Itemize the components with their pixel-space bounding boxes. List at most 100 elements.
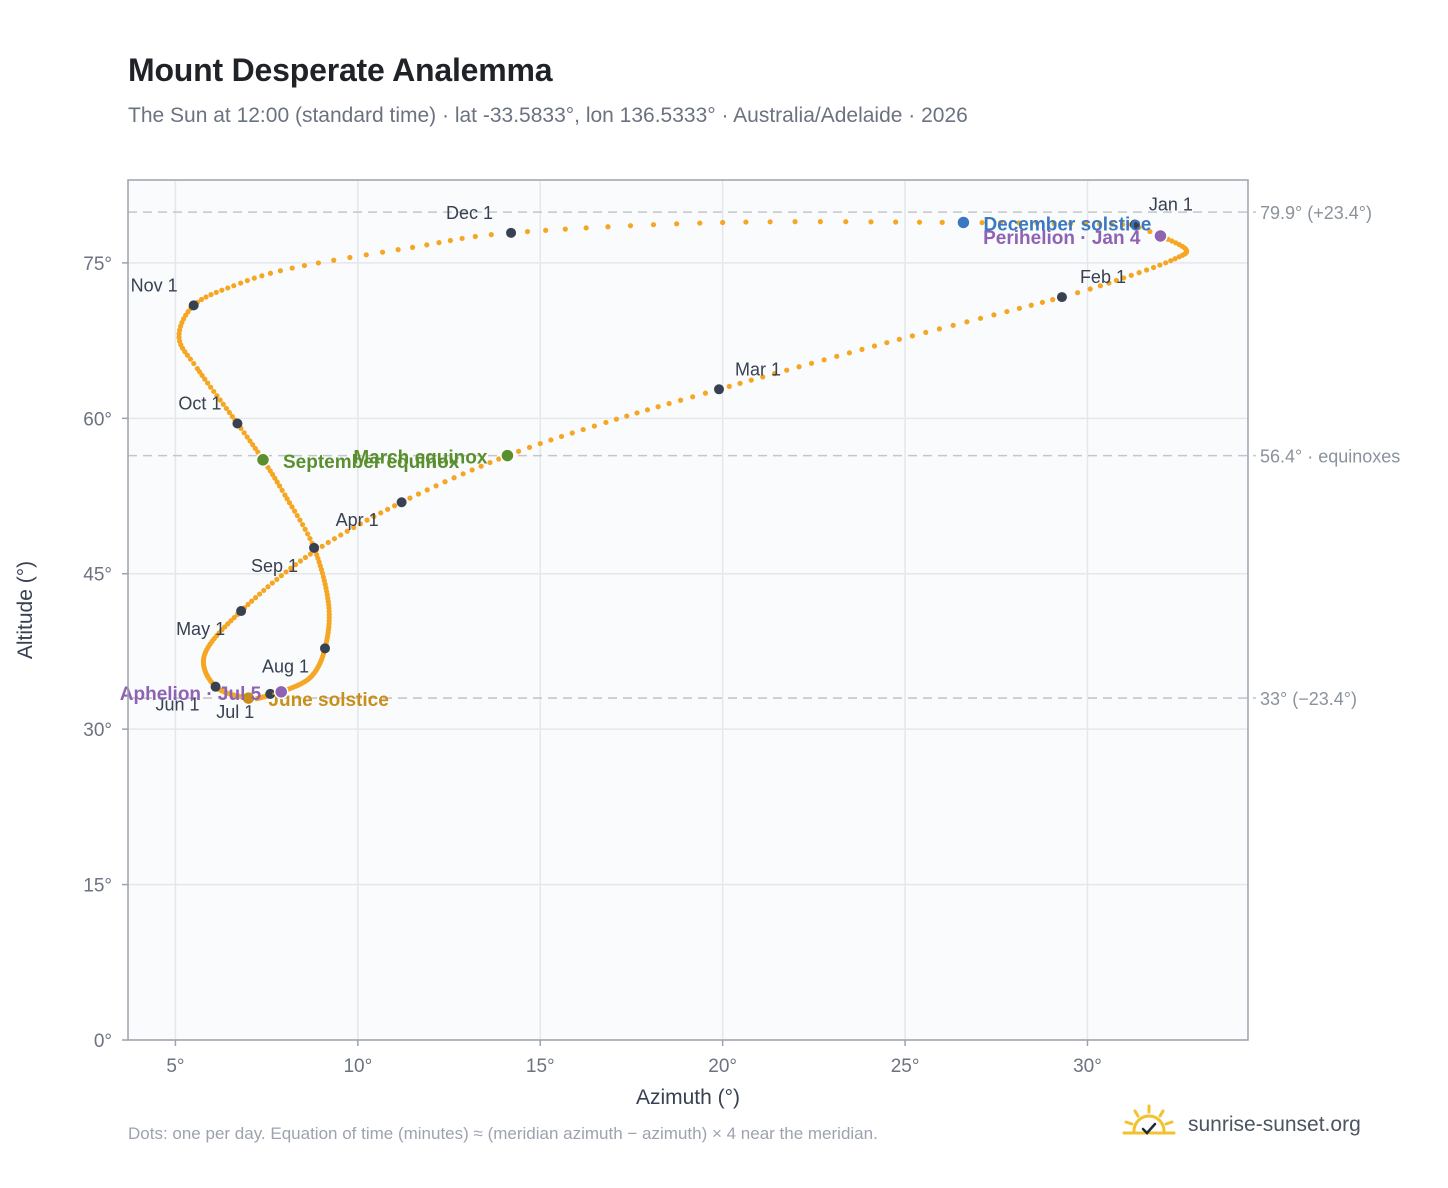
daily-sun-dot (1163, 260, 1169, 266)
x-tick-label: 20° (708, 1056, 737, 1077)
x-tick-label: 30° (1073, 1056, 1102, 1077)
month-marker-dot (1129, 219, 1140, 230)
month-marker-label: May 1 (176, 619, 225, 639)
daily-sun-dot (950, 322, 956, 328)
daily-sun-dot (627, 223, 634, 229)
daily-sun-dot (843, 219, 849, 225)
daily-sun-dot (277, 268, 284, 274)
daily-sun-dot (198, 296, 205, 303)
daily-sun-dot (1168, 258, 1174, 264)
daily-sun-dot (1028, 302, 1034, 308)
chart-subtitle: The Sun at 12:00 (standard time) · lat -… (128, 104, 968, 127)
daily-sun-dot (524, 228, 531, 235)
y-tick-label: 15° (83, 876, 112, 897)
daily-sun-dot (868, 219, 874, 225)
daily-sun-dot (1150, 264, 1157, 271)
daily-sun-dot (737, 380, 743, 386)
month-marker-dot (188, 300, 199, 311)
daily-sun-dot (916, 219, 923, 225)
daily-sun-dot (817, 219, 823, 225)
month-marker-label: Jan 1 (1149, 195, 1193, 215)
daily-sun-dot (884, 340, 890, 346)
daily-sun-dot (936, 326, 943, 332)
daily-sun-dot (1136, 270, 1142, 276)
daily-sun-dot (472, 233, 478, 240)
daily-sun-dot (1128, 272, 1134, 278)
event-marker-label: September equinox (283, 452, 460, 473)
daily-sun-dot (279, 487, 285, 493)
daily-sun-dot (409, 244, 416, 250)
daily-sun-dot (1113, 277, 1119, 284)
daily-sun-dot (250, 442, 256, 448)
event-marker-label: December solstice (983, 214, 1151, 235)
daily-sun-dot (808, 360, 815, 366)
daily-sun-dot (395, 247, 401, 253)
brand-link[interactable]: sunrise-sunset.org (1122, 1100, 1361, 1150)
daily-sun-dot (605, 224, 611, 230)
daily-sun-dot (1176, 254, 1182, 260)
month-marker-label: Aug 1 (262, 656, 309, 676)
daily-sun-dot (292, 508, 298, 514)
daily-sun-dot (325, 539, 331, 546)
daily-sun-dot (1157, 262, 1163, 268)
month-marker-label: Jun 1 (156, 695, 200, 715)
daily-sun-dot (923, 329, 929, 336)
month-marker-label: Oct 1 (178, 393, 221, 413)
daily-sun-dot (678, 397, 684, 403)
daily-sun-dot (1109, 221, 1115, 227)
daily-sun-dot (896, 336, 902, 342)
event-marker-label: March equinox (353, 448, 488, 469)
y-tick-label: 45° (83, 565, 112, 586)
month-marker-label: Apr 1 (336, 510, 379, 530)
daily-sun-dot (251, 275, 257, 281)
daily-sun-dot (245, 601, 251, 608)
daily-sun-dot (487, 459, 493, 466)
daily-sun-dot (726, 383, 732, 389)
month-marker-label: Jul 1 (216, 702, 254, 722)
daily-sun-dot (244, 277, 250, 284)
daily-sun-dot (379, 249, 386, 255)
daily-sun-dot (292, 562, 299, 568)
sun-logo-icon (1122, 1103, 1176, 1148)
daily-sun-dot (289, 265, 295, 271)
daily-sun-dot (720, 219, 726, 226)
month-marker-dot (1056, 292, 1067, 303)
month-marker-label: Dec 1 (446, 203, 493, 223)
daily-sun-dot (772, 371, 778, 377)
daily-sun-dot (460, 471, 466, 477)
daily-sun-dot (223, 405, 230, 412)
daily-sun-dot (297, 517, 303, 523)
daily-sun-dot (871, 343, 878, 349)
daily-sun-dot (344, 528, 350, 534)
daily-sun-dot (1096, 221, 1103, 227)
daily-sun-dot (385, 506, 391, 512)
daily-sun-dot (351, 524, 357, 531)
daily-sun-dot (305, 531, 311, 537)
daily-sun-dot (1016, 220, 1022, 226)
daily-sun-dot (1121, 275, 1127, 281)
daily-sun-dot (220, 401, 226, 407)
daily-sun-dot (655, 404, 661, 410)
daily-sun-dot (219, 287, 225, 293)
x-tick-label: 15° (526, 1056, 555, 1077)
daily-sun-dot (331, 257, 337, 263)
daily-sun-dot (364, 517, 370, 523)
y-tick-label: 60° (83, 409, 112, 430)
y-tick-label: 75° (83, 254, 112, 275)
daily-sun-dot (634, 410, 640, 416)
x-tick-label: 25° (891, 1056, 920, 1077)
daily-sun-dot (748, 377, 754, 383)
daily-sun-dot (241, 430, 247, 436)
daily-sun-dot (666, 400, 672, 407)
daily-sun-dot (229, 413, 235, 420)
daily-sun-dot (859, 346, 865, 352)
daily-sun-dot (338, 532, 344, 538)
daily-sun-dot (909, 333, 915, 339)
brand-name: sunrise-sunset.org (1188, 1113, 1361, 1136)
daily-sun-dot (261, 587, 267, 594)
month-marker-dot (320, 643, 331, 654)
daily-sun-dot (991, 312, 997, 318)
daily-sun-dot (253, 595, 259, 601)
daily-sun-dot (436, 240, 442, 246)
